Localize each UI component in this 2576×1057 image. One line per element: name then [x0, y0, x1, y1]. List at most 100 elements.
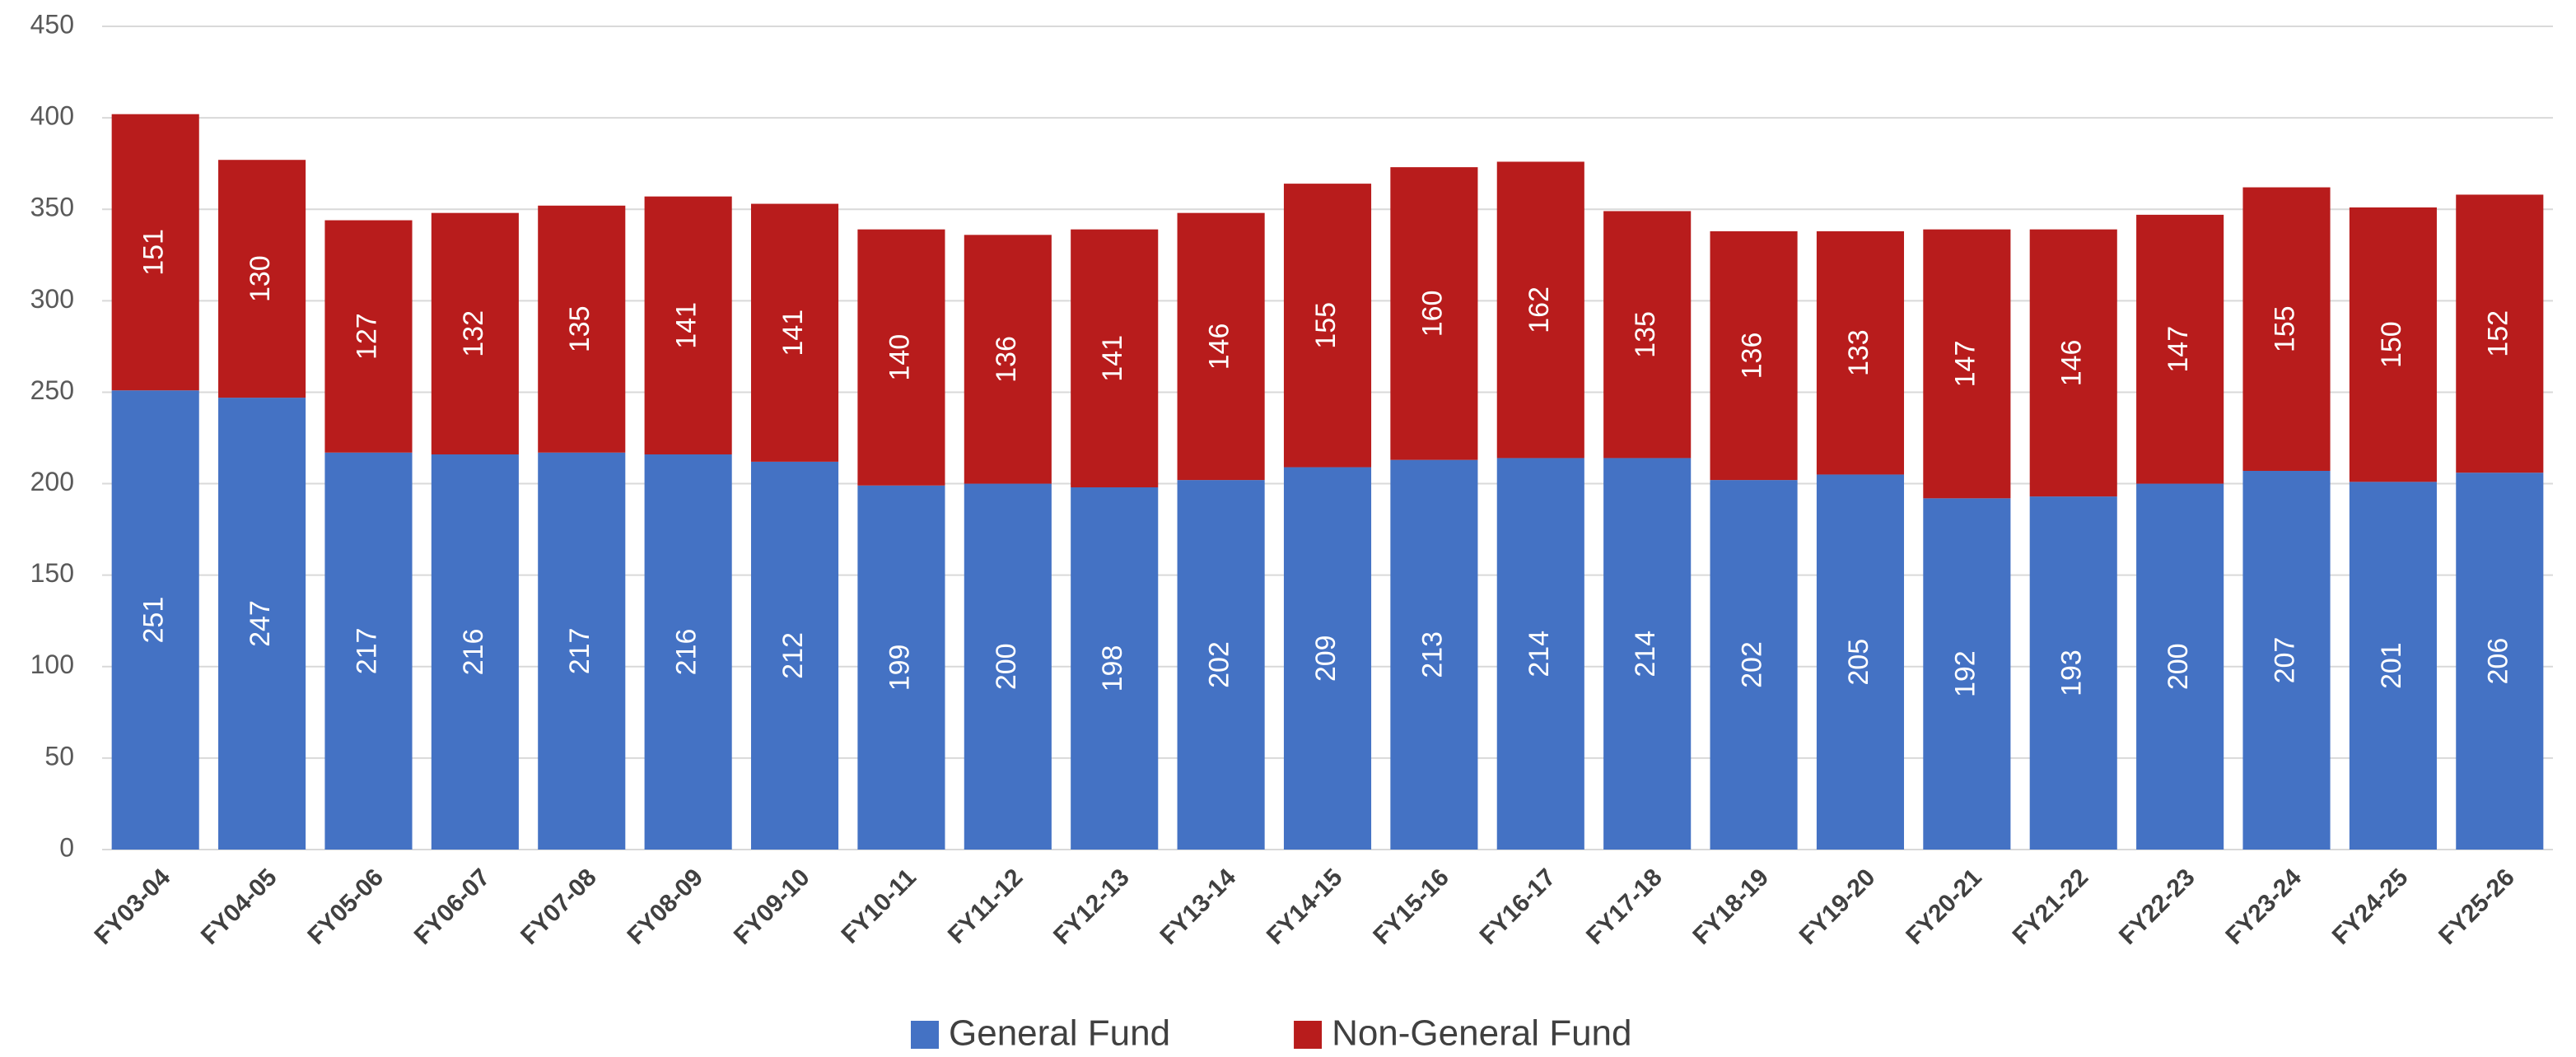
data-label: 141 [671, 302, 702, 349]
x-tick-label: FY21-22 [2008, 864, 2094, 950]
y-tick-label: 150 [30, 558, 74, 588]
data-label: 141 [1097, 335, 1128, 382]
data-label: 132 [458, 310, 489, 357]
data-label: 198 [1097, 645, 1128, 692]
data-label: 162 [1524, 286, 1555, 333]
data-label: 192 [1949, 650, 1981, 697]
data-label: 207 [2270, 637, 2301, 684]
data-label: 199 [884, 645, 915, 691]
data-label: 200 [991, 643, 1022, 690]
data-label: 160 [1416, 291, 1448, 338]
bar-segment [1283, 467, 1372, 850]
data-label: 209 [1310, 635, 1342, 682]
x-tick-label: FY04-05 [196, 864, 282, 950]
x-tick-label: FY18-19 [1687, 864, 1774, 950]
bar-segment [1071, 229, 1159, 487]
bar-segment [2242, 471, 2331, 850]
data-label: 200 [2163, 643, 2194, 690]
bar-segment [857, 485, 945, 850]
x-tick-label: FY09-10 [729, 864, 815, 950]
bar-segment [750, 461, 839, 850]
bar-segment [1390, 167, 1478, 460]
y-tick-label: 0 [59, 832, 74, 862]
bar-segment [2136, 483, 2224, 850]
data-label: 205 [1843, 639, 1874, 686]
bar-segment [324, 452, 413, 850]
bar-segment [1496, 161, 1584, 459]
data-label: 216 [458, 629, 489, 676]
x-tick-label: FY11-12 [943, 864, 1029, 949]
x-tick-label: FY12-13 [1048, 864, 1135, 950]
legend-label: Non-General Fund [1332, 1013, 1631, 1054]
bar-segment [750, 203, 839, 462]
x-tick-label: FY06-07 [409, 864, 496, 950]
x-tick-label: FY10-11 [836, 864, 922, 949]
y-tick-label: 50 [44, 741, 74, 771]
x-tick-label: FY20-21 [1901, 864, 1987, 950]
data-label: 146 [2056, 340, 2088, 387]
bar-segment [218, 160, 306, 398]
x-tick-label: FY13-14 [1155, 864, 1241, 950]
x-tick-label: FY23-24 [2220, 864, 2307, 950]
x-tick-label: FY15-16 [1368, 864, 1454, 950]
bar-segment [1177, 212, 1265, 481]
bar-segment [1390, 459, 1478, 850]
bar-segment [218, 398, 306, 850]
x-tick-label: FY19-20 [1794, 864, 1881, 950]
x-tick-label: FY08-09 [622, 864, 708, 950]
y-tick-label: 350 [30, 193, 74, 222]
bar-segment [1816, 230, 1905, 475]
data-label: 147 [1949, 341, 1981, 388]
data-label: 212 [777, 632, 809, 679]
bar-segment [324, 220, 413, 453]
legend-label: General Fund [949, 1013, 1170, 1054]
bar-segment [431, 212, 519, 454]
bar-segment [964, 483, 1052, 850]
bar-segment [2136, 214, 2224, 484]
y-tick-label: 250 [30, 375, 74, 405]
data-label: 140 [884, 334, 915, 381]
bar-segment [2242, 187, 2331, 472]
bar-segment [538, 452, 626, 850]
data-label: 206 [2482, 638, 2513, 685]
bar-segment [111, 114, 199, 391]
legend-swatch [1294, 1021, 1323, 1049]
data-label: 155 [1310, 302, 1342, 349]
data-label: 147 [2163, 326, 2194, 373]
bar-segment [538, 205, 626, 453]
x-tick-label: FY14-15 [1262, 864, 1348, 950]
bar-segment [1496, 458, 1584, 850]
data-label: 202 [1204, 641, 1235, 688]
data-label: 217 [351, 628, 382, 675]
bar-segment [2349, 482, 2437, 850]
data-label: 214 [1630, 631, 1661, 678]
data-label: 135 [1630, 311, 1661, 358]
x-tick-label: FY03-04 [90, 864, 176, 950]
data-label: 217 [564, 628, 595, 675]
data-label: 247 [245, 600, 276, 647]
bar-segment [2349, 207, 2437, 482]
data-label: 141 [777, 310, 809, 356]
data-label: 146 [1204, 324, 1235, 370]
data-label: 127 [351, 313, 382, 360]
y-tick-label: 100 [30, 650, 74, 679]
data-label: 150 [2376, 321, 2407, 368]
x-tick-label: FY16-17 [1475, 864, 1561, 950]
x-tick-label: FY25-26 [2434, 864, 2520, 950]
x-tick-label: FY05-06 [302, 864, 389, 950]
data-label: 152 [2482, 310, 2513, 357]
bar-segment [964, 235, 1052, 484]
bar-segment [1603, 458, 1692, 850]
bar-segment [431, 454, 519, 850]
data-label: 251 [138, 597, 170, 644]
bar-segment [1177, 480, 1265, 850]
x-tick-label: FY22-23 [2114, 864, 2200, 950]
bar-segment [1923, 498, 2011, 850]
x-tick-label: FY24-25 [2327, 864, 2414, 950]
data-label: 135 [564, 305, 595, 352]
bar-segment [644, 196, 732, 454]
bar-segment [1071, 487, 1159, 850]
bar-segment [1710, 230, 1798, 481]
bar-segment [1283, 184, 1372, 468]
